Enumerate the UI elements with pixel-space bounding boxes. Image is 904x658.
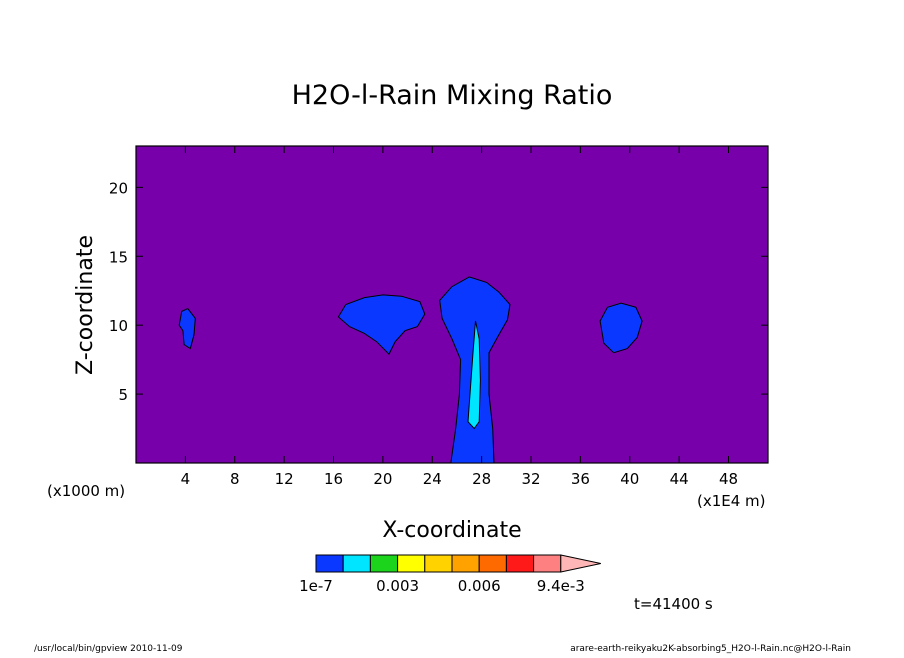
x-tick-label: 24 (423, 470, 442, 488)
x-axis-label: X-coordinate (382, 518, 521, 543)
footer-left: /usr/local/bin/gpview 2010-11-09 (34, 644, 183, 654)
x-tick-label: 12 (275, 470, 294, 488)
colorbar (315, 554, 601, 573)
rain-cell-0 (178, 307, 196, 350)
x-unit-left: (x1000 m) (47, 482, 125, 500)
rain-cell-1 (337, 294, 426, 355)
x-tick-label: 16 (324, 470, 343, 488)
x-unit-right: (x1E4 m) (697, 492, 766, 510)
x-tick-label: 4 (181, 470, 191, 488)
colorbar-box-4 (424, 554, 453, 573)
colorbar-box-5 (451, 554, 480, 573)
colorbar-box-6 (478, 554, 507, 573)
colorbar-box-7 (505, 554, 535, 573)
y-tick-label: 15 (109, 248, 128, 266)
y-tick-label: 5 (118, 386, 128, 404)
colorbar-box-3 (397, 554, 426, 573)
colorbar-box-2 (369, 554, 399, 573)
x-tick-label: 40 (620, 470, 639, 488)
colorbar-label: 1e-7 (299, 577, 333, 595)
colorbar-label: 9.4e-3 (537, 577, 585, 595)
time-label: t=41400 s (634, 595, 713, 613)
x-tick-label: 44 (670, 470, 689, 488)
colorbar-label: 0.006 (458, 577, 501, 595)
colorbar-box-8 (533, 554, 562, 573)
rain-cell-3 (599, 302, 643, 354)
y-tick-label: 10 (109, 317, 128, 335)
rain-cells-layer (178, 276, 643, 464)
colorbar-box-0 (315, 554, 344, 573)
colorbar-labels: 1e-7 0.003 0.006 9.4e-3 (299, 577, 585, 595)
x-tick-label: 20 (373, 470, 392, 488)
x-tick-label: 28 (472, 470, 491, 488)
y-axis-label: Z-coordinate (73, 235, 98, 375)
x-tick-label: 8 (230, 470, 240, 488)
colorbar-arrow (560, 554, 601, 573)
y-axis-ticks: 5 10 15 20 (109, 179, 768, 404)
x-axis-ticks: 4 8 12 16 20 24 28 32 36 40 44 48 (181, 146, 738, 488)
x-tick-label: 36 (571, 470, 590, 488)
rain-cell-4 (467, 320, 481, 430)
y-tick-label: 20 (109, 179, 128, 197)
chart-title: H2O-l-Rain Mixing Ratio (292, 80, 613, 111)
x-tick-label: 32 (521, 470, 540, 488)
colorbar-box-1 (342, 554, 371, 573)
colorbar-label: 0.003 (376, 577, 419, 595)
x-tick-label: 48 (719, 470, 738, 488)
footer-right: arare-earth-reikyaku2K-absorbing5_H2O-l-… (570, 644, 851, 654)
